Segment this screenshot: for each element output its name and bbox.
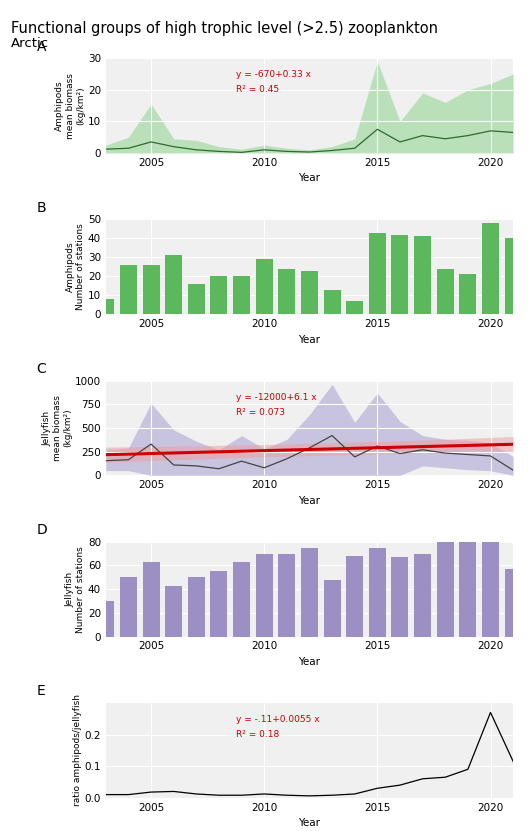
Text: R² = 0.45: R² = 0.45	[236, 86, 279, 94]
X-axis label: Year: Year	[298, 174, 321, 184]
Bar	[324, 580, 341, 637]
Bar	[301, 548, 318, 637]
Bar	[143, 265, 160, 314]
Bar	[346, 301, 363, 314]
X-axis label: Year: Year	[298, 335, 321, 345]
Bar	[97, 601, 114, 637]
Bar	[165, 586, 182, 637]
Bar	[505, 238, 522, 314]
Text: A: A	[37, 40, 46, 53]
Y-axis label: Jellyfish
mean biomass
(kg/km²): Jellyfish mean biomass (kg/km²)	[42, 395, 72, 461]
Bar	[437, 268, 454, 314]
Text: R² = 0.073: R² = 0.073	[236, 408, 285, 416]
Y-axis label: ratio amphipods/jellyfish: ratio amphipods/jellyfish	[72, 695, 81, 806]
Bar	[188, 578, 205, 637]
Bar	[97, 299, 114, 314]
Bar	[459, 274, 476, 314]
Bar	[391, 557, 408, 637]
Text: y = -.11+0.0055 x: y = -.11+0.0055 x	[236, 715, 320, 724]
X-axis label: Year: Year	[298, 819, 321, 829]
Bar	[120, 265, 137, 314]
X-axis label: Year: Year	[298, 496, 321, 506]
Text: E: E	[37, 685, 45, 698]
Bar	[301, 271, 318, 314]
Bar	[346, 556, 363, 637]
Bar	[211, 276, 227, 314]
Text: D: D	[37, 524, 47, 537]
Text: y = -670+0.33 x: y = -670+0.33 x	[236, 70, 311, 79]
Bar	[391, 234, 408, 314]
Text: C: C	[37, 362, 47, 376]
Bar	[482, 542, 499, 637]
Bar	[369, 548, 386, 637]
Bar	[505, 569, 522, 637]
Text: Arctic: Arctic	[11, 37, 49, 51]
Bar	[233, 562, 250, 637]
Bar	[482, 224, 499, 314]
Bar	[278, 268, 295, 314]
Bar	[143, 562, 160, 637]
Bar	[324, 289, 341, 314]
Bar	[459, 542, 476, 637]
Text: B: B	[37, 201, 46, 214]
Bar	[278, 553, 295, 637]
Bar	[369, 233, 386, 314]
Text: y = -12000+6.1 x: y = -12000+6.1 x	[236, 392, 317, 401]
Y-axis label: Jellyfish
Number of stations: Jellyfish Number of stations	[66, 546, 85, 632]
Text: Functional groups of high trophic level (>2.5) zooplankton: Functional groups of high trophic level …	[11, 21, 437, 36]
Bar	[414, 237, 431, 314]
Y-axis label: Amphipods
mean biomass
(kg/km²): Amphipods mean biomass (kg/km²)	[55, 72, 85, 139]
Bar	[188, 284, 205, 314]
Bar	[165, 255, 182, 314]
Bar	[120, 578, 137, 637]
Bar	[256, 259, 272, 314]
Y-axis label: Amphipods
Number of stations: Amphipods Number of stations	[66, 224, 85, 310]
Bar	[414, 553, 431, 637]
Bar	[211, 572, 227, 637]
Bar	[256, 553, 272, 637]
Bar	[233, 276, 250, 314]
X-axis label: Year: Year	[298, 657, 321, 667]
Bar	[437, 542, 454, 637]
Text: R² = 0.18: R² = 0.18	[236, 730, 279, 739]
